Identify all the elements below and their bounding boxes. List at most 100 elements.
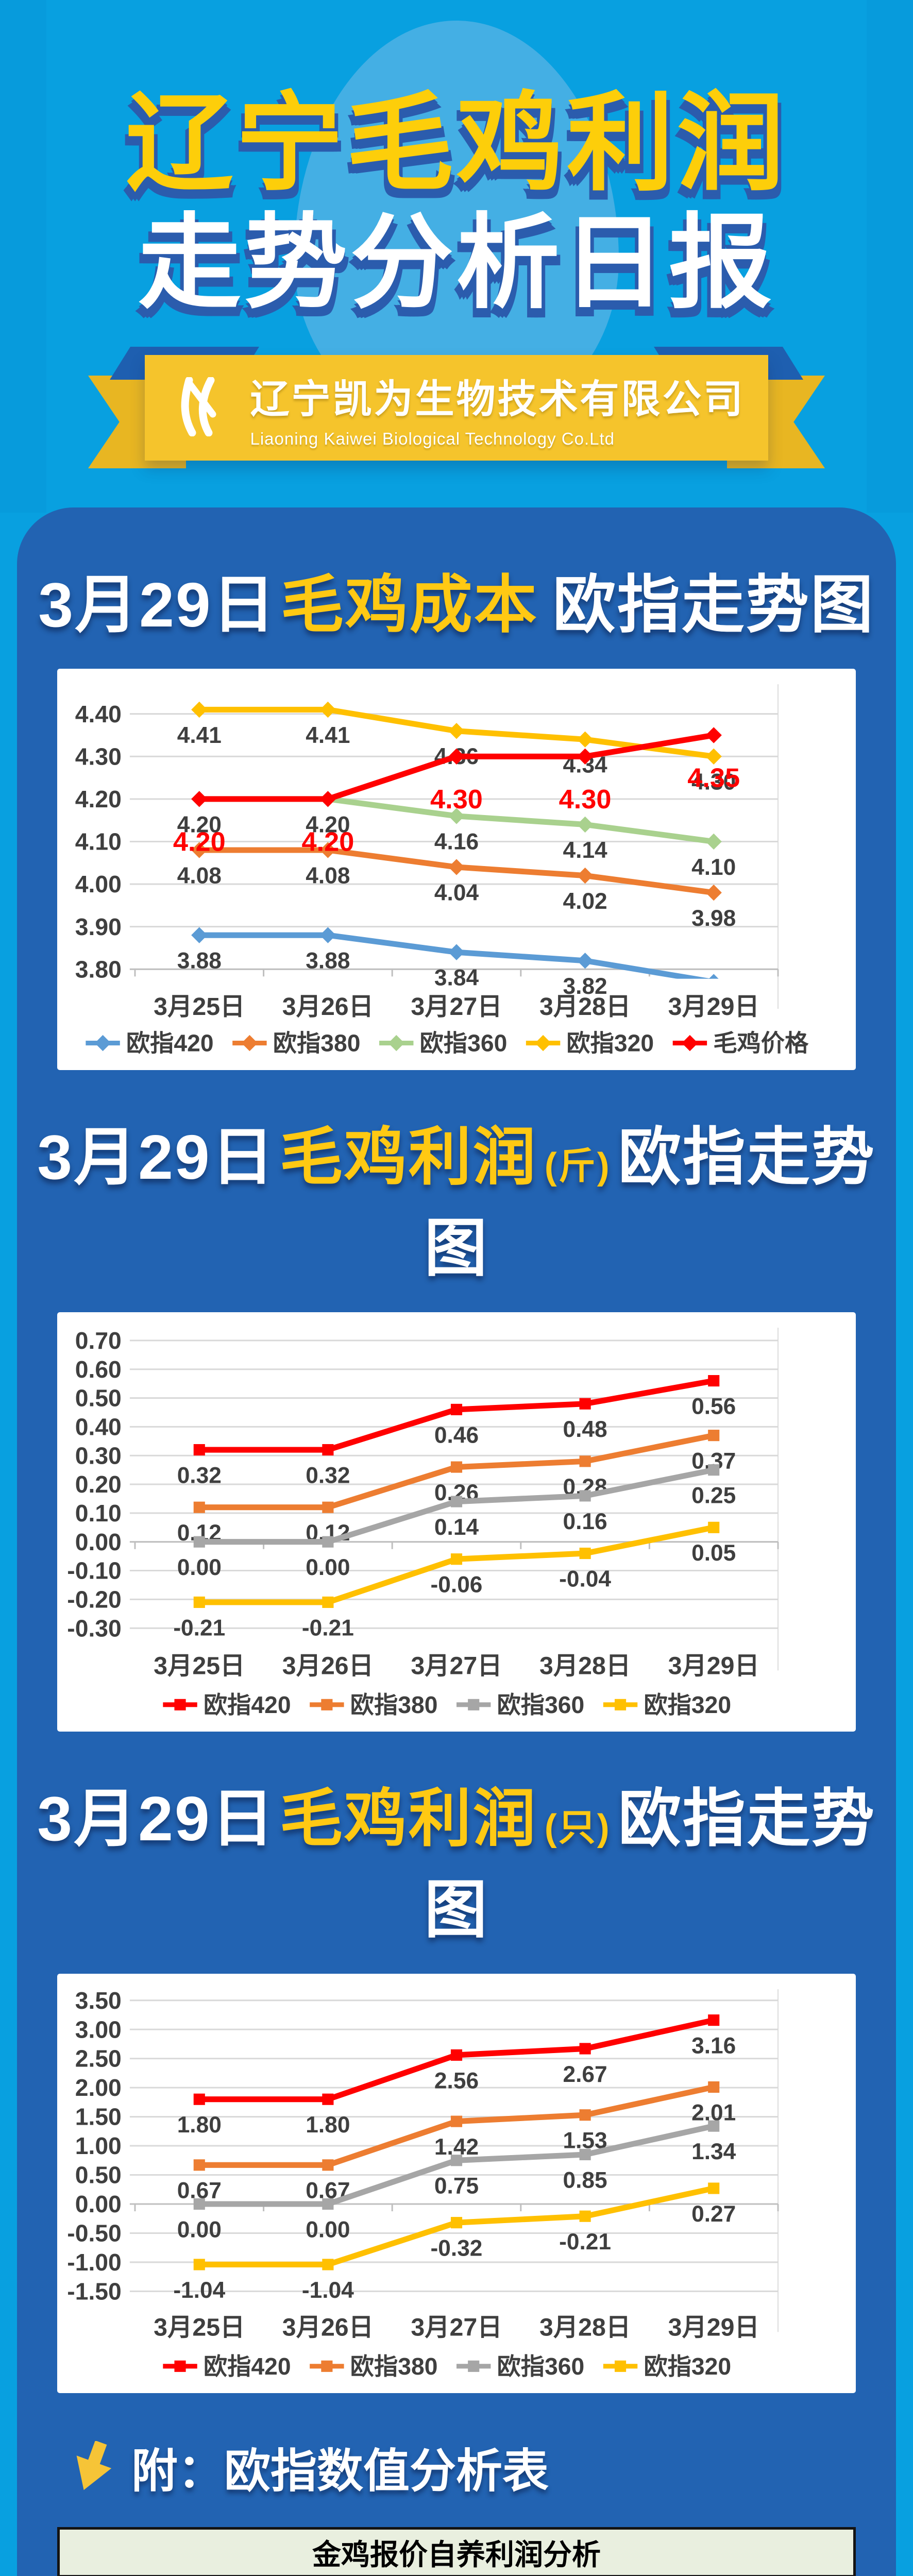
svg-text:欧指360: 欧指360 <box>420 1030 508 1057</box>
chart2-title-highlight: 毛鸡利润 <box>279 1122 537 1192</box>
company-logo-icon <box>168 376 233 439</box>
svg-text:4.00: 4.00 <box>75 871 122 897</box>
company-banner: 辽宁凯为生物技术有限公司 Liaoning Kaiwei Biological … <box>88 347 825 468</box>
chart1-title-date: 3月29日 <box>38 570 277 640</box>
svg-text:-0.21: -0.21 <box>559 2229 611 2255</box>
svg-text:0.32: 0.32 <box>177 1463 222 1488</box>
svg-text:4.40: 4.40 <box>75 701 122 727</box>
svg-text:-0.10: -0.10 <box>67 1557 122 1584</box>
svg-text:3月27日: 3月27日 <box>411 2313 502 2341</box>
svg-text:4.20: 4.20 <box>75 786 122 812</box>
svg-text:3月26日: 3月26日 <box>282 1652 374 1680</box>
svg-text:4.41: 4.41 <box>177 723 222 748</box>
svg-text:0.85: 0.85 <box>563 2167 607 2193</box>
svg-text:3.82: 3.82 <box>563 974 607 999</box>
svg-text:3月29日: 3月29日 <box>668 1652 759 1680</box>
svg-text:3月28日: 3月28日 <box>539 2313 631 2341</box>
svg-text:3月28日: 3月28日 <box>539 1652 631 1680</box>
company-name-en: Liaoning Kaiwei Biological Technology Co… <box>250 429 615 448</box>
svg-text:3月25日: 3月25日 <box>154 2313 245 2341</box>
svg-text:-0.32: -0.32 <box>431 2236 483 2261</box>
svg-text:欧指380: 欧指380 <box>350 1691 438 1718</box>
svg-text:0.56: 0.56 <box>691 1394 736 1419</box>
svg-text:4.08: 4.08 <box>306 863 350 888</box>
chart1-title: 3月29日毛鸡成本 欧指走势图 <box>17 554 896 645</box>
svg-text:1.34: 1.34 <box>691 2139 736 2164</box>
chart2-title-suffix: 欧指走势图 <box>424 1122 876 1283</box>
chart1-title-highlight: 毛鸡成本 <box>280 570 538 640</box>
svg-text:0.70: 0.70 <box>75 1327 122 1354</box>
svg-text:-0.30: -0.30 <box>67 1615 122 1641</box>
svg-text:4.10: 4.10 <box>75 828 122 855</box>
chart2-panel: 0.70 0.60 0.50 0.40 0.30 0.20 0.10 0.00 -0.10 -0.… <box>57 1312 856 1732</box>
svg-text:欧指420: 欧指420 <box>204 2353 291 2380</box>
svg-text:0.00: 0.00 <box>75 1529 122 1555</box>
chart3-title-date: 3月29日 <box>37 1783 276 1854</box>
svg-text:3月29日: 3月29日 <box>668 993 759 1021</box>
chart1-title-suffix: 欧指走势图 <box>552 570 875 640</box>
svg-text:0.32: 0.32 <box>306 1463 350 1488</box>
chart3-panel: 3.50 3.00 2.50 2.00 1.50 1.00 0.50 0.00 -0.50 -1.… <box>57 1973 856 2394</box>
svg-text:欧指380: 欧指380 <box>350 2353 438 2380</box>
svg-text:2.56: 2.56 <box>434 2068 479 2093</box>
page-title-line2: 走势分析日报 <box>138 206 775 320</box>
svg-text:0.46: 0.46 <box>434 1422 479 1448</box>
svg-text:4.30: 4.30 <box>559 785 612 815</box>
svg-text:-1.04: -1.04 <box>302 2278 354 2303</box>
svg-text:-0.06: -0.06 <box>431 1572 483 1597</box>
svg-text:0.50: 0.50 <box>75 1385 122 1412</box>
svg-text:1.80: 1.80 <box>177 2112 222 2138</box>
svg-text:4.02: 4.02 <box>563 889 607 914</box>
svg-text:0.05: 0.05 <box>691 1540 736 1566</box>
arrow-icon <box>69 2440 116 2493</box>
svg-text:3.88: 3.88 <box>306 948 350 974</box>
svg-text:-0.50: -0.50 <box>67 2220 122 2247</box>
svg-text:欧指320: 欧指320 <box>644 1691 731 1718</box>
svg-text:0.10: 0.10 <box>75 1500 122 1527</box>
table-title: 金鸡报价自养利润分析 <box>58 2528 855 2576</box>
svg-text:3.98: 3.98 <box>691 906 736 931</box>
svg-text:4.04: 4.04 <box>434 880 479 905</box>
svg-text:0.00: 0.00 <box>306 1555 350 1580</box>
svg-text:3.50: 3.50 <box>75 1987 122 2014</box>
svg-text:欧指420: 欧指420 <box>126 1030 214 1057</box>
svg-text:欧指360: 欧指360 <box>497 2353 585 2380</box>
svg-text:3.88: 3.88 <box>177 948 222 974</box>
chart1-panel: 4.40 4.30 4.20 4.10 4.00 3.90 3.80 3月25日 3月26日 3月… <box>57 669 856 1070</box>
svg-text:4.20: 4.20 <box>173 827 226 857</box>
svg-text:4.08: 4.08 <box>177 863 222 888</box>
svg-text:0.48: 0.48 <box>563 1417 607 1442</box>
analysis-table: 金鸡报价自养利润分析出栏日龄 （天）肉鸡体重M （斤）料肉比N成活率P （%）药… <box>57 2527 856 2576</box>
svg-text:0.30: 0.30 <box>75 1442 122 1469</box>
chart2-title-paren: (斤) <box>544 1145 611 1187</box>
svg-text:2.00: 2.00 <box>75 2074 122 2101</box>
svg-text:3.80: 3.80 <box>75 956 122 982</box>
header: 辽宁毛鸡利润 走势分析日报 辽宁凯为生物技术有限公司 Liaoning Kaiw… <box>0 0 913 513</box>
svg-text:4.20: 4.20 <box>306 812 350 837</box>
svg-text:4.30: 4.30 <box>691 770 736 795</box>
chart2-title-date: 3月29日 <box>37 1122 276 1192</box>
chart1-cost-line-chart: 4.40 4.30 4.20 4.10 4.00 3.90 3.80 3月25日 3月26日 3月… <box>75 684 809 1057</box>
main-container: 3月29日毛鸡成本 欧指走势图 4.40 4.30 4.20 4.10 4.00 3.90 3… <box>17 507 896 2576</box>
svg-text:3月27日: 3月27日 <box>411 1652 502 1680</box>
svg-text:0.27: 0.27 <box>691 2201 736 2227</box>
svg-text:-0.20: -0.20 <box>67 1586 122 1613</box>
chart3-title-paren: (只) <box>544 1807 611 1849</box>
svg-text:2.50: 2.50 <box>75 2045 122 2072</box>
svg-text:欧指320: 欧指320 <box>566 1030 654 1057</box>
svg-text:欧指380: 欧指380 <box>273 1030 361 1057</box>
svg-text:3.84: 3.84 <box>434 965 479 991</box>
chart2-profit-per-jin-line-chart: 0.700.600.500.400.300.200.100.00-0.10-0.… <box>67 1327 779 1718</box>
attachment-heading: 附：欧指数值分析表 <box>69 2433 896 2500</box>
svg-text:3.16: 3.16 <box>691 2033 736 2058</box>
svg-text:0.20: 0.20 <box>75 1471 122 1498</box>
svg-text:4.30: 4.30 <box>430 785 483 815</box>
svg-text:4.20: 4.20 <box>301 827 354 857</box>
chart3-title: 3月29日毛鸡利润 (只) 欧指走势图 <box>17 1768 896 1950</box>
svg-text:4.14: 4.14 <box>563 838 608 863</box>
chart2-title: 3月29日毛鸡利润 (斤) 欧指走势图 <box>17 1106 896 1289</box>
attachment-heading-text: 附：欧指数值分析表 <box>131 2446 549 2498</box>
svg-text:1.50: 1.50 <box>75 2104 122 2130</box>
header-left-band-decoration <box>0 0 46 513</box>
svg-text:4.35: 4.35 <box>687 764 740 793</box>
